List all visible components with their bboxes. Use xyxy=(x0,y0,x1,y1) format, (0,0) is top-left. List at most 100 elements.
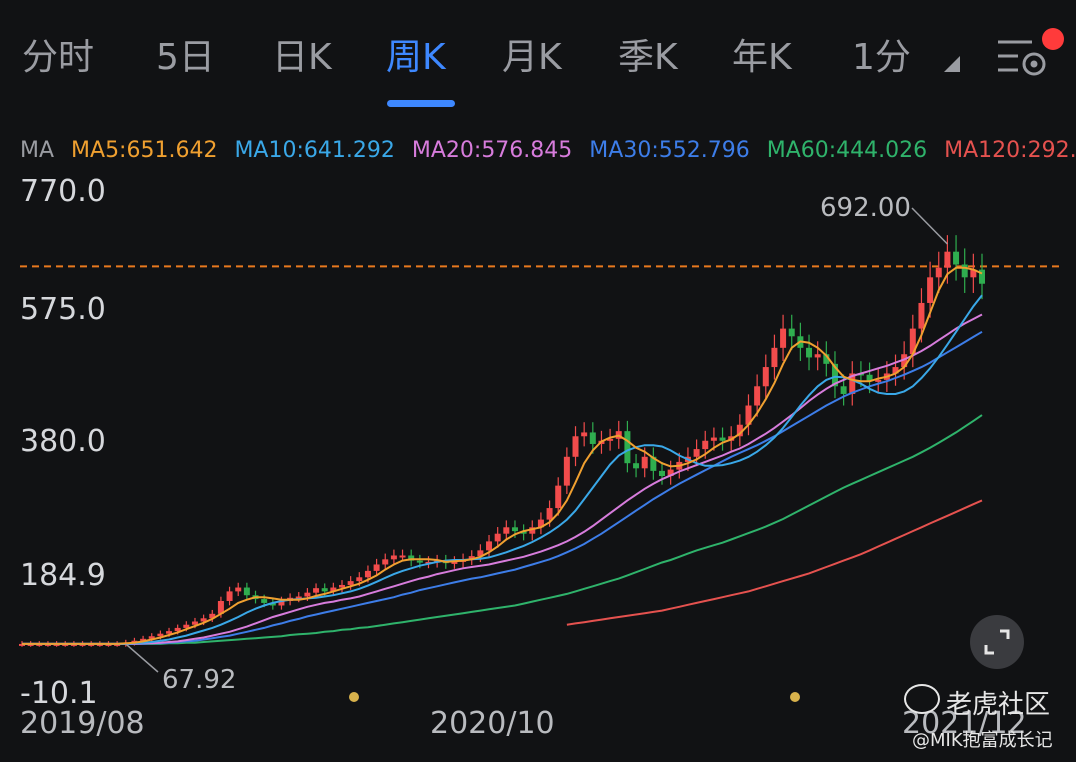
tab-fenshi[interactable]: 分时 xyxy=(22,37,95,78)
candle-body xyxy=(961,264,968,278)
candle-body xyxy=(537,519,544,528)
candle-body xyxy=(174,627,181,632)
y-tick-label: -10.1 xyxy=(20,676,98,711)
candle-body xyxy=(96,643,103,646)
candle-body xyxy=(771,347,778,368)
candle-body xyxy=(278,600,285,606)
event-marker xyxy=(349,692,359,702)
candle-body xyxy=(373,564,380,571)
candle-body xyxy=(330,587,337,592)
tab-year-k[interactable]: 年K xyxy=(732,37,792,78)
candle-body xyxy=(53,643,60,646)
candle-body xyxy=(546,508,553,520)
candle-body xyxy=(269,602,276,606)
candle-body xyxy=(866,374,873,382)
tab-1min[interactable]: 1分 xyxy=(852,37,911,78)
ma30-line xyxy=(22,330,983,645)
candle-body xyxy=(970,269,977,278)
candle-body xyxy=(217,600,224,614)
candle-body xyxy=(927,277,934,303)
candle-body xyxy=(702,440,709,450)
tab-5day[interactable]: 5日 xyxy=(156,37,215,78)
watermark-author: @MIK抱富成长记 xyxy=(912,730,1053,751)
candle-body xyxy=(140,638,147,641)
candle-body xyxy=(650,456,657,471)
tab-day-k[interactable]: 日K xyxy=(272,37,332,78)
candle-body xyxy=(226,591,233,601)
y-tick-label: 575.0 xyxy=(20,292,106,327)
low-annotation-label: 67.92 xyxy=(162,665,236,695)
tab-week-k[interactable]: 周K xyxy=(386,37,446,78)
candle-body xyxy=(408,555,415,561)
settings-icon[interactable] xyxy=(996,34,1050,82)
x-tick-label: 2020/10 xyxy=(430,706,555,741)
candle-body xyxy=(710,437,717,441)
candle-body xyxy=(235,587,242,592)
candle-body xyxy=(892,367,899,374)
candle-body xyxy=(304,592,311,597)
candle-body xyxy=(347,581,354,585)
x-tick-label: 2019/08 xyxy=(20,706,145,741)
candle-body xyxy=(875,379,882,382)
low-annotation-leader xyxy=(125,643,159,673)
candle-body xyxy=(243,587,250,596)
candle-body xyxy=(416,560,423,563)
candle-body xyxy=(589,432,596,444)
candle-body xyxy=(503,527,510,534)
candle-body xyxy=(607,438,614,441)
candle-body xyxy=(788,328,795,337)
candle-body xyxy=(918,302,925,329)
candle-body xyxy=(555,485,562,509)
ma60-label: MA60:444.026 xyxy=(766,138,928,163)
candle-body xyxy=(313,588,320,593)
tab-quarter-k[interactable]: 季K xyxy=(618,37,678,78)
candle-body xyxy=(659,470,665,477)
candle-body xyxy=(831,363,838,387)
ma5-label: MA5:651.642 xyxy=(71,138,218,163)
ma30-label: MA30:552.796 xyxy=(589,138,750,163)
candle-body xyxy=(79,643,86,646)
ma-legend: MA MA5:651.642 MA10:641.292 MA20:576.845… xyxy=(20,138,1076,163)
candle-body xyxy=(356,577,363,582)
candle-body xyxy=(953,251,960,265)
ma120-label: MA120:292.74... xyxy=(944,138,1076,163)
y-tick-label: 380.0 xyxy=(20,424,106,459)
candle-body xyxy=(382,559,389,565)
candle-body xyxy=(780,328,787,348)
candle-body xyxy=(814,354,821,358)
candle-body xyxy=(183,624,190,628)
ma60-line xyxy=(22,414,983,645)
ma10-label: MA10:641.292 xyxy=(234,138,395,163)
candle-body xyxy=(209,613,216,619)
candle-body xyxy=(529,527,536,534)
candle-body xyxy=(468,556,475,560)
candle-body xyxy=(200,618,207,622)
candle-body xyxy=(486,541,493,551)
candle-body xyxy=(105,643,112,646)
candle-body xyxy=(909,328,916,355)
event-marker xyxy=(790,692,800,702)
candle-body xyxy=(148,636,155,639)
candle-body xyxy=(849,373,856,394)
candle-body xyxy=(511,527,518,532)
candle-body xyxy=(901,354,908,368)
ma20-label: MA20:576.845 xyxy=(411,138,573,163)
candle-body xyxy=(823,354,830,364)
candle-body xyxy=(667,469,674,477)
candle-body xyxy=(806,347,813,358)
candle-body xyxy=(295,596,302,599)
candle-body xyxy=(944,251,951,268)
candle-body xyxy=(979,269,985,284)
candle-body xyxy=(633,463,640,469)
candle-body xyxy=(520,531,527,534)
candle-body xyxy=(693,449,700,457)
y-tick-label: 184.9 xyxy=(20,558,106,593)
tab-month-k[interactable]: 月K xyxy=(502,37,562,78)
candle-body xyxy=(624,431,631,464)
fullscreen-button[interactable] xyxy=(970,615,1024,669)
dropdown-caret-icon[interactable] xyxy=(944,56,960,72)
candle-body xyxy=(339,584,345,588)
candle-body xyxy=(840,386,847,394)
period-tabs: 分时 5日 日K 周K 月K 季K 年K 1分 xyxy=(0,0,1076,118)
